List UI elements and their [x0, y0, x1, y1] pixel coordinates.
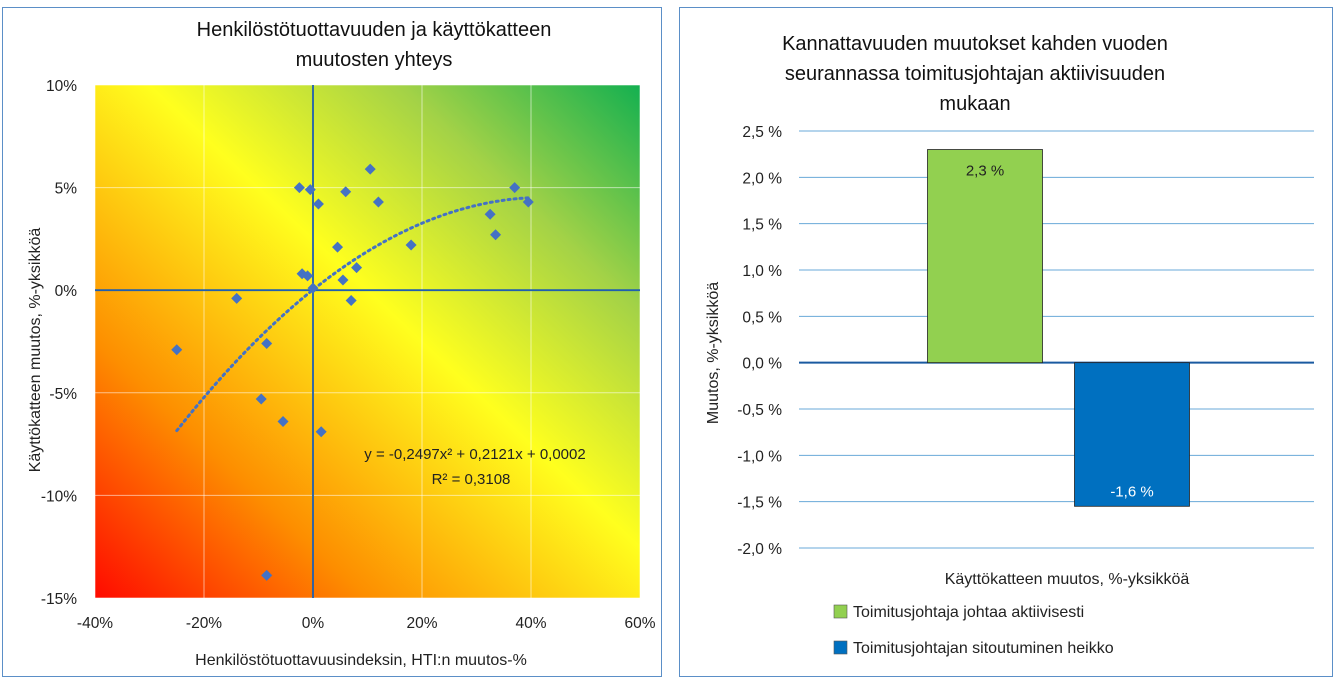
- bar-title-line-2: seurannassa toimitusjohtajan aktiivisuud…: [785, 63, 1165, 85]
- scatter-point: [405, 239, 417, 251]
- scatter-point: [307, 282, 319, 294]
- scatter-gridlines: [94, 84, 641, 599]
- bar-y-axis-label: Muutos, %-yksikköä: [705, 282, 722, 424]
- bar-data-label: -1,6 %: [1110, 483, 1153, 500]
- scatter-title-line-2: muutosten yhteys: [296, 49, 453, 71]
- scatter-x-tick-label: 40%: [515, 615, 546, 632]
- scatter-x-tick-label: -40%: [77, 615, 113, 632]
- bar-y-tick-label: 0,5 %: [742, 309, 782, 326]
- legend-swatch-active: [833, 604, 848, 619]
- scatter-plot-area: [95, 85, 640, 598]
- scatter-point: [171, 344, 183, 356]
- scatter-point: [364, 163, 376, 175]
- scatter-point: [337, 274, 349, 286]
- scatter-point: [231, 292, 243, 304]
- scatter-point: [340, 186, 352, 198]
- bar-y-tick-label: -1,0 %: [737, 448, 782, 465]
- scatter-tick-labels: -40% -20% 0% 20% 40% 60% 10% 5% 0% -5% -10% -15%: [41, 78, 656, 632]
- scatter-y-tick-label: -5%: [49, 386, 77, 403]
- trendline-equation: y = -0,2497x² + 0,2121x + 0,0002: [364, 446, 585, 463]
- scatter-point: [302, 270, 314, 282]
- scatter-trendline: [175, 196, 533, 433]
- bar-chart: Kannattavuuden muutokset kahden vuoden s…: [705, 33, 1314, 657]
- trendline-r-squared: R² = 0,3108: [432, 471, 511, 488]
- bar-y-tick-label: -2,0 %: [737, 541, 782, 558]
- bar-y-tick-label: 1,0 %: [742, 263, 782, 280]
- bar-chart-panel: Kannattavuuden muutokset kahden vuoden s…: [679, 7, 1333, 677]
- scatter-point: [293, 182, 305, 194]
- bar-series: 2,3 % -1,6 %: [927, 149, 1190, 507]
- bar-y-tick-label: 0,0 %: [742, 356, 782, 373]
- legend-label-weak: Toimitusjohtajan sitoutuminen heikko: [853, 640, 1114, 657]
- scatter-x-tick-label: -20%: [186, 615, 222, 632]
- scatter-x-tick-label: 60%: [624, 615, 655, 632]
- bar: [927, 149, 1043, 364]
- scatter-point: [484, 208, 496, 220]
- scatter-y-axis-label: Käyttökatteen muutos, %-yksikköä: [27, 228, 44, 473]
- scatter-chart: Henkilöstötuottavuuden ja käyttökatteen …: [27, 19, 656, 669]
- bar-y-tick-label: 1,5 %: [742, 217, 782, 234]
- legend-swatch-weak: [833, 640, 848, 655]
- scatter-axes: [95, 85, 640, 598]
- scatter-y-tick-label: 5%: [55, 181, 78, 198]
- scatter-y-tick-label: 0%: [55, 283, 78, 300]
- bar: [1074, 362, 1190, 507]
- bar-y-tick-label: 2,0 %: [742, 170, 782, 187]
- scatter-point: [255, 393, 267, 405]
- scatter-chart-panel: Henkilöstötuottavuuden ja käyttökatteen …: [2, 7, 662, 677]
- scatter-x-tick-label: 20%: [406, 615, 437, 632]
- bar-y-tick-label: 2,5 %: [742, 124, 782, 141]
- scatter-point: [312, 198, 324, 210]
- scatter-point: [332, 241, 344, 253]
- scatter-y-tick-label: -10%: [41, 488, 77, 505]
- bar-title-line-1: Kannattavuuden muutokset kahden vuoden: [782, 33, 1168, 55]
- scatter-point: [351, 262, 363, 274]
- bar-x-axis-label: Käyttökatteen muutos, %-yksikköä: [945, 571, 1190, 588]
- bar-y-tick-label: -0,5 %: [737, 402, 782, 419]
- scatter-point: [490, 229, 502, 241]
- scatter-point: [261, 569, 273, 581]
- scatter-point: [315, 426, 327, 438]
- scatter-point: [509, 182, 521, 194]
- scatter-y-tick-label: 10%: [46, 78, 77, 95]
- scatter-point: [304, 184, 316, 196]
- bar-gridlines: [799, 130, 1314, 549]
- scatter-point: [522, 196, 534, 208]
- legend-label-active: Toimitusjohtaja johtaa aktiivisesti: [853, 604, 1084, 621]
- scatter-title-line-1: Henkilöstötuottavuuden ja käyttökatteen: [197, 19, 552, 41]
- scatter-points: [171, 163, 534, 581]
- bar-tick-labels: 2,5 % 2,0 % 1,5 % 1,0 % 0,5 % 0,0 % -0,5 % -1,0…: [737, 124, 782, 558]
- bar-data-label: 2,3 %: [966, 163, 1004, 180]
- scatter-y-tick-label: -15%: [41, 591, 77, 608]
- scatter-point: [372, 196, 384, 208]
- scatter-point: [345, 294, 357, 306]
- scatter-trendline-group: [175, 196, 533, 433]
- scatter-point: [277, 416, 289, 428]
- legend: Toimitusjohtaja johtaa aktiivisesti Toim…: [833, 604, 1114, 657]
- bar-y-tick-label: -1,5 %: [737, 495, 782, 512]
- scatter-x-axis-label: Henkilöstötuottavuusindeksin, HTI:n muut…: [195, 652, 527, 669]
- scatter-point: [261, 338, 273, 350]
- bar-title-line-3: mukaan: [939, 93, 1010, 115]
- scatter-x-tick-label: 0%: [302, 615, 325, 632]
